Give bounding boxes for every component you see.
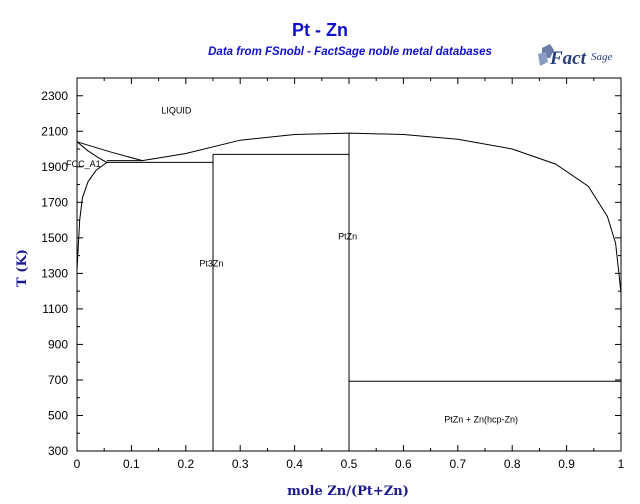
- x-tick-label: 0.4: [286, 457, 303, 471]
- y-tick-label: 2300: [41, 89, 68, 103]
- phase-label: PtZn + Zn(hcp-Zn): [444, 415, 518, 425]
- x-tick-label: 0.8: [504, 457, 521, 471]
- factsage-logo: Fact Sage: [538, 44, 613, 69]
- chart-subtitle: Data from FSnobl - FactSage noble metal …: [208, 46, 492, 58]
- x-tick-label: 0.2: [177, 457, 194, 471]
- y-tick-label: 1700: [41, 195, 68, 209]
- factsage-logo-sage: Sage: [591, 51, 613, 63]
- y-tick-label: 900: [48, 337, 68, 351]
- x-tick-label: 0.7: [449, 457, 466, 471]
- phase-boundary-line: [76, 141, 143, 162]
- x-tick-label: 0.5: [341, 457, 358, 471]
- x-tick-label: 0: [74, 457, 81, 471]
- chart-title: Pt - Zn: [292, 20, 348, 40]
- x-tick-label: 0.3: [232, 457, 249, 471]
- phase-label: PtZn: [338, 232, 357, 242]
- phase-boundary-line: [142, 132, 622, 293]
- phase-label: Pt3Zn: [199, 258, 223, 268]
- x-tick-label: 0.6: [395, 457, 412, 471]
- y-tick-label: 500: [48, 408, 68, 422]
- y-tick-label: 1500: [41, 231, 68, 245]
- y-tick-label: 700: [48, 373, 68, 387]
- x-tick-label: 0.1: [123, 457, 140, 471]
- y-tick-label: 1300: [41, 266, 68, 280]
- y-tick-label: 1100: [42, 302, 68, 316]
- factsage-logo-text: Fact: [549, 48, 587, 69]
- y-axis-label: T (K): [15, 249, 30, 287]
- x-tick-label: 0.9: [558, 457, 575, 471]
- factsage-logo-icon: [538, 44, 554, 66]
- phase-boundary-line: [76, 161, 108, 270]
- phase-boundary-line: [76, 141, 108, 163]
- x-axis-label: mole Zn/(Pt+Zn): [287, 484, 409, 499]
- phase-label: FCC_A1: [66, 159, 101, 169]
- y-tick-label: 1900: [41, 160, 68, 174]
- x-tick-label: 1: [618, 457, 625, 471]
- phase-label: LIQUID: [161, 106, 192, 116]
- y-tick-label: 300: [48, 444, 68, 458]
- y-tick-label: 2100: [41, 124, 68, 138]
